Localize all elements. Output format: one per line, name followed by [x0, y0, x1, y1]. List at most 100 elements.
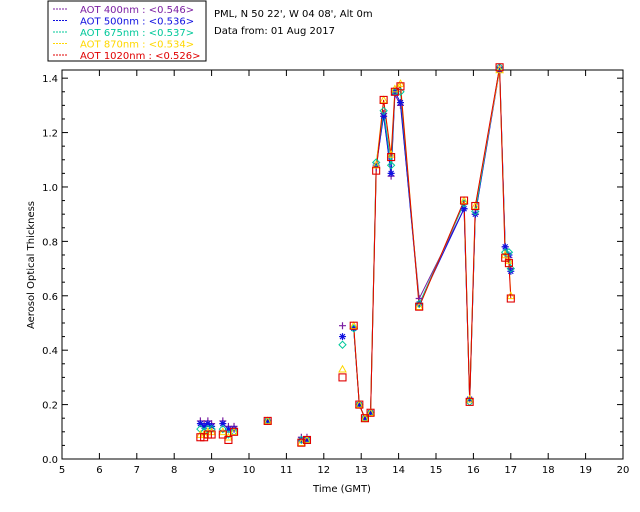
- data-point-square: [415, 302, 424, 311]
- data-point-asterisk: [507, 267, 515, 275]
- x-tick-label: 12: [317, 465, 330, 476]
- data-point-square: [207, 430, 216, 439]
- x-tick-label: 19: [579, 465, 592, 476]
- data-date: Data from: 01 Aug 2017: [214, 26, 335, 37]
- x-tick-label: 6: [96, 465, 102, 476]
- series-line: [353, 67, 512, 420]
- x-tick-label: 20: [617, 465, 630, 476]
- data-point-asterisk: [372, 161, 380, 169]
- legend-entry: AOT 870nm : <0.534>: [80, 40, 194, 51]
- data-point-asterisk: [387, 169, 395, 177]
- data-point-square: [387, 152, 396, 162]
- plot-frame: [61, 69, 624, 460]
- data-point-triangle: [495, 65, 504, 74]
- data-point-square: [471, 201, 480, 211]
- data-point-square: [495, 63, 504, 72]
- data-point-triangle: [263, 416, 273, 425]
- x-tick-label: 5: [59, 465, 65, 476]
- data-point-asterisk: [339, 333, 346, 341]
- site-location: PML, N 50 22', W 04 08', Alt 0m: [214, 9, 373, 20]
- data-point-asterisk: [204, 420, 212, 428]
- y-tick-label: 0.2: [42, 401, 58, 412]
- data-point-triangle: [414, 302, 424, 310]
- x-tick-label: 8: [171, 465, 177, 476]
- data-point-asterisk: [367, 409, 375, 417]
- data-point-square: [396, 82, 405, 91]
- data-point-plus: [339, 322, 346, 330]
- data-point-triangle: [459, 196, 469, 204]
- data-point-asterisk: [355, 401, 363, 409]
- legend-box: [47, 0, 207, 62]
- data-point-square: [360, 414, 369, 423]
- data-point-triangle: [349, 321, 359, 330]
- legend-entry: AOT 1020nm : <0.526>: [80, 51, 200, 62]
- legend-entry: AOT 400nm : <0.546>: [80, 5, 194, 16]
- legend-entry: AOT 500nm : <0.536>: [80, 17, 194, 28]
- data-point-asterisk: [303, 436, 311, 444]
- data-point-square: [302, 435, 312, 445]
- data-point-triangle: [354, 400, 364, 408]
- data-point-triangle: [371, 160, 381, 169]
- x-tick-label: 13: [355, 465, 368, 476]
- data-point-diamond: [506, 264, 516, 273]
- data-point-asterisk: [224, 425, 232, 433]
- series-lines: [353, 67, 512, 420]
- data-point-diamond: [196, 424, 205, 434]
- data-point-asterisk: [200, 422, 208, 430]
- data-point-square: [390, 87, 399, 96]
- x-tick-label: 18: [542, 465, 555, 476]
- y-tick-label: 0.6: [42, 292, 58, 303]
- data-point-triangle: [360, 413, 370, 422]
- data-point-asterisk: [219, 420, 227, 428]
- data-point-diamond: [338, 340, 347, 349]
- x-tick-label: 7: [134, 465, 140, 476]
- data-point-asterisk: [361, 414, 369, 422]
- y-tick-label: 0.4: [42, 346, 58, 357]
- axis-ticks: [61, 70, 624, 460]
- x-tick-label: 9: [208, 465, 214, 476]
- data-point-asterisk: [501, 243, 509, 251]
- data-point-asterisk: [264, 417, 272, 425]
- data-point-asterisk: [496, 66, 504, 74]
- legend: AOT 400nm : <0.546>AOT 500nm : <0.536>AO…: [53, 5, 200, 62]
- x-tick-label: 11: [280, 465, 293, 476]
- y-tick-label: 1.0: [42, 183, 58, 194]
- legend-entry: AOT 675nm : <0.537>: [80, 28, 194, 39]
- x-tick-label: 16: [467, 465, 480, 476]
- data-point-square: [459, 196, 469, 205]
- data-point-square: [349, 321, 358, 330]
- data-point-asterisk: [208, 422, 216, 430]
- y-axis-label: Aerosol Optical Thickness: [26, 201, 37, 329]
- x-tick-label: 15: [430, 465, 443, 476]
- y-tick-label: 0.0: [42, 455, 58, 466]
- data-point-triangle: [229, 427, 239, 436]
- data-point-square: [379, 95, 388, 104]
- series-line: [353, 69, 512, 420]
- axis-tick-labels: 5 6 7 8 9 10 11 12 13 14 15 16 17 18 19 20 0.0 0.2 0.4 0.6 0…: [42, 74, 629, 476]
- data-point-diamond: [218, 424, 228, 434]
- data-point-triangle: [338, 364, 347, 373]
- data-point-square: [297, 438, 306, 447]
- series-line: [353, 69, 512, 420]
- data-point-square: [338, 373, 347, 382]
- data-point-square: [263, 416, 272, 425]
- data-point-diamond: [371, 158, 381, 167]
- data-point-diamond: [386, 161, 396, 170]
- y-tick-label: 1.4: [42, 74, 58, 85]
- data-point-asterisk: [471, 210, 479, 218]
- x-tick-label: 10: [243, 465, 256, 476]
- x-axis-label: Time (GMT): [312, 484, 371, 495]
- data-point-triangle: [470, 201, 480, 210]
- data-point-diamond: [471, 207, 480, 216]
- data-point-triangle: [379, 95, 388, 104]
- data-point-square: [355, 400, 364, 409]
- data-point-diamond: [500, 248, 510, 257]
- series-line: [353, 67, 512, 420]
- series-markers: [196, 63, 516, 447]
- data-point-square: [218, 430, 227, 439]
- data-point-asterisk: [466, 395, 474, 403]
- data-point-triangle: [366, 408, 375, 417]
- series-line: [353, 67, 512, 420]
- data-point-diamond: [379, 106, 388, 116]
